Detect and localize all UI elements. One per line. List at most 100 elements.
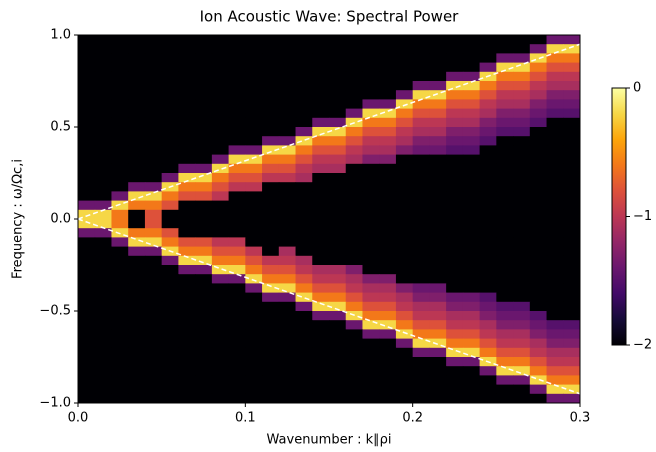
heatmap-cell	[278, 366, 297, 376]
heatmap-cell	[462, 311, 481, 321]
heatmap-cell	[529, 136, 548, 146]
heatmap-cell	[329, 329, 347, 340]
heatmap-cell	[161, 108, 179, 119]
heatmap-cell	[178, 283, 196, 294]
heatmap-cell	[529, 228, 548, 238]
heatmap-cell	[429, 53, 447, 64]
heatmap-cell	[94, 127, 112, 137]
heatmap-cell	[563, 228, 581, 238]
heatmap-cell	[329, 200, 347, 211]
heatmap-cell	[529, 320, 548, 330]
heatmap-cell	[362, 117, 380, 128]
heatmap-cell	[362, 81, 380, 91]
heatmap-cell	[245, 283, 263, 294]
heatmap-cell	[161, 320, 179, 330]
heatmap-cell	[78, 209, 96, 220]
heatmap-cell	[563, 99, 581, 110]
heatmap-cell	[211, 44, 230, 54]
heatmap-cell	[412, 71, 430, 82]
heatmap-cell	[395, 246, 414, 257]
heatmap-cell	[563, 209, 581, 220]
heatmap-cell	[278, 338, 297, 349]
heatmap-cell	[529, 108, 548, 119]
heatmap-cell	[128, 154, 146, 165]
heatmap-cell	[295, 90, 313, 100]
heatmap-cell	[329, 292, 347, 303]
heatmap-cell	[78, 145, 96, 156]
heatmap-cell	[412, 200, 430, 211]
heatmap-cell	[462, 237, 481, 248]
heatmap-cell	[161, 274, 179, 284]
heatmap-cell	[144, 237, 163, 248]
heatmap-cell	[563, 338, 581, 349]
heatmap-cell	[195, 255, 213, 266]
heatmap-cell	[262, 44, 280, 54]
heatmap-cell	[111, 255, 129, 266]
heatmap-cell	[429, 219, 447, 229]
heatmap-cell	[529, 163, 548, 174]
heatmap-cell	[195, 209, 213, 220]
heatmap-cell	[111, 117, 129, 128]
heatmap-cell	[144, 347, 163, 358]
heatmap-cell	[262, 357, 280, 367]
heatmap-cell	[228, 228, 246, 238]
heatmap-cell	[412, 255, 430, 266]
heatmap-cell	[395, 357, 414, 367]
heatmap-cell	[329, 173, 347, 183]
heatmap-cell	[312, 44, 330, 54]
heatmap-cell	[195, 237, 213, 248]
heatmap-cell	[161, 311, 179, 321]
heatmap-cell	[94, 173, 112, 183]
heatmap-cell	[412, 173, 430, 183]
heatmap-cell	[496, 219, 514, 229]
heatmap-cell	[94, 200, 112, 211]
heatmap-cell	[479, 145, 497, 156]
heatmap-cell	[178, 237, 196, 248]
heatmap-cell	[128, 384, 146, 395]
heatmap-cell	[563, 375, 581, 386]
heatmap-cell	[546, 311, 564, 321]
heatmap-cell	[496, 154, 514, 165]
heatmap-cell	[245, 44, 263, 54]
heatmap-cell	[128, 117, 146, 128]
heatmap-cell	[362, 329, 380, 340]
heatmap-cell	[412, 301, 430, 312]
heatmap-cell	[379, 329, 397, 340]
colorbar-tick-label: −2	[633, 338, 652, 353]
heatmap-cell	[262, 71, 280, 82]
heatmap-cell	[395, 384, 414, 395]
heatmap-cell	[496, 145, 514, 156]
heatmap-cell	[362, 136, 380, 146]
heatmap-cell	[546, 228, 564, 238]
heatmap-cell	[446, 384, 464, 395]
heatmap-cell	[295, 246, 313, 257]
heatmap-cell	[429, 62, 447, 73]
heatmap-cell	[395, 320, 414, 330]
heatmap-cell	[513, 283, 531, 294]
heatmap-cell	[563, 53, 581, 64]
heatmap-cell	[563, 127, 581, 137]
heatmap-cell	[312, 237, 330, 248]
heatmap-cell	[245, 311, 263, 321]
heatmap-cell	[295, 191, 313, 202]
colorbar-tick-label: −1	[633, 209, 652, 224]
x-tick-label: 0.1	[235, 411, 256, 426]
heatmap-cell	[178, 154, 196, 165]
heatmap-cell	[245, 357, 263, 367]
heatmap-cell	[228, 44, 246, 54]
heatmap-cell	[161, 145, 179, 156]
heatmap-cell	[412, 145, 430, 156]
heatmap-cell	[278, 228, 297, 238]
heatmap-cell	[496, 292, 514, 303]
heatmap-cell	[111, 292, 129, 303]
heatmap-cell	[412, 338, 430, 349]
heatmap-cell	[78, 173, 96, 183]
heatmap-cell	[479, 375, 497, 386]
heatmap-cell	[496, 173, 514, 183]
heatmap-cell	[329, 182, 347, 192]
heatmap-cell	[546, 182, 564, 192]
heatmap-cell	[312, 274, 330, 284]
heatmap-cell	[446, 200, 464, 211]
heatmap-cell	[312, 357, 330, 367]
